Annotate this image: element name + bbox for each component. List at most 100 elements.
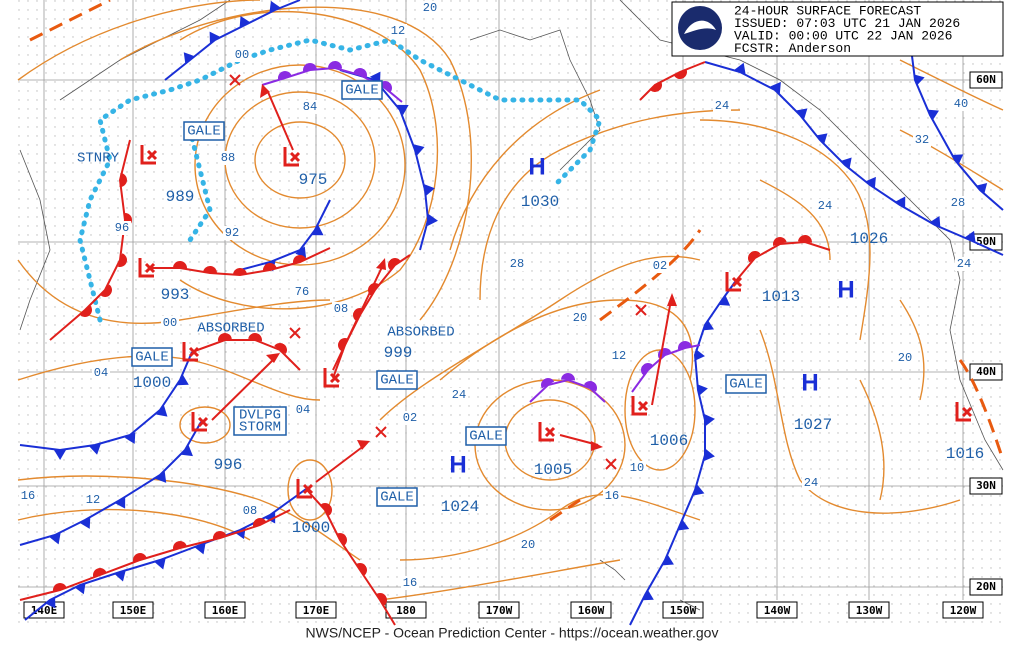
isobar-label-bg [161, 316, 179, 330]
lon-label: 170W [486, 604, 513, 617]
isobar-label-bg [610, 349, 628, 363]
isobar-label-bg [816, 199, 834, 213]
lon-label-box [295, 601, 337, 619]
gale-label: GALE [729, 377, 763, 393]
isobar-label-bg [19, 489, 37, 503]
lon-label-box [942, 601, 984, 619]
storm-label: DVLPG [239, 408, 281, 424]
isobar-label-bg [571, 311, 589, 325]
lon-label: 150W [670, 604, 697, 617]
isobar-label: 02 [403, 411, 417, 425]
lat-label: 60N [976, 73, 996, 86]
isobar-label: 96 [115, 221, 129, 235]
isobar-label: 16 [605, 489, 619, 503]
isobar-label: 20 [898, 351, 912, 365]
note: STNRY [77, 151, 120, 167]
low-symbol [955, 402, 973, 422]
lat-label-box [969, 477, 1003, 495]
isobar-label: 16 [21, 489, 35, 503]
isobar-label-bg [955, 257, 973, 271]
high-pressure: 1026 [850, 230, 888, 248]
lon-label-box [478, 601, 520, 619]
isobar-label-bg [450, 388, 468, 402]
isobar-label-bg [293, 285, 311, 299]
isobar-label: 24 [957, 257, 971, 271]
isobar-label-bg [401, 411, 419, 425]
low-pressure: 999 [384, 344, 413, 362]
header-box [671, 1, 1004, 57]
low-pressure: 1016 [946, 445, 984, 463]
lat-label-box [969, 363, 1003, 381]
isobar-label-bg [219, 151, 237, 165]
isobar-label: 04 [296, 403, 310, 417]
isobar-label: 24 [452, 388, 466, 402]
isobar-label: 12 [612, 349, 626, 363]
high-pressure: 1027 [794, 416, 832, 434]
lon-label-box [848, 601, 890, 619]
lon-label: 170E [303, 604, 330, 617]
lon-label-box [756, 601, 798, 619]
gale-label: GALE [380, 490, 414, 506]
low-pressure: 1006 [650, 432, 688, 450]
high-pressure: 1024 [441, 498, 479, 516]
isobar-label: 20 [521, 538, 535, 552]
high-pressure: 1030 [521, 193, 559, 211]
header-line: 24-HOUR SURFACE FORECAST [734, 3, 921, 18]
isobar-label: 24 [804, 476, 818, 490]
high-symbol: H [528, 153, 545, 180]
low-symbols [138, 145, 973, 499]
lon-label-box [570, 601, 612, 619]
isobar-label-bg [949, 196, 967, 210]
isobar-label-bg [628, 461, 646, 475]
lat-label: 20N [976, 580, 996, 593]
isobar-label-bg [802, 476, 820, 490]
isobar-label-bg [84, 493, 102, 507]
isobar-label: 88 [221, 151, 235, 165]
high-symbol: H [449, 451, 466, 478]
isobar-label-bg [401, 576, 419, 590]
lon-label: 130W [856, 604, 883, 617]
note: ABSORBED [387, 325, 454, 341]
isobar-label: 28 [510, 257, 524, 271]
low-symbol [296, 479, 314, 499]
header-line: ISSUED: 07:03 UTC 21 JAN 2026 [734, 16, 960, 31]
isobar-label: 40 [954, 97, 968, 111]
lon-label: 180 [396, 604, 416, 617]
isobar-label-bg [713, 99, 731, 113]
isobar-label-bg [519, 538, 537, 552]
isobar-label: 02 [653, 259, 667, 273]
isobar-label-bg [508, 257, 526, 271]
low-symbol [323, 368, 341, 388]
lat-label: 40N [976, 365, 996, 378]
low-pressure: 993 [161, 286, 190, 304]
isobar-label-bg [113, 221, 131, 235]
isobar-label-bg [241, 504, 259, 518]
isobar-label: 24 [715, 99, 729, 113]
isobar-label: 28 [951, 196, 965, 210]
gale-box [376, 370, 418, 390]
low-symbol [138, 258, 156, 278]
gale-box [131, 347, 173, 367]
isobar-label: 76 [295, 285, 309, 299]
gale-box [341, 80, 383, 100]
lon-label-box [662, 601, 704, 619]
high-symbol: H [801, 369, 818, 396]
isobar-label: 10 [630, 461, 644, 475]
low-pressure: 989 [166, 188, 195, 206]
low-pressure: 996 [214, 456, 243, 474]
isobar-label-bg [389, 24, 407, 38]
storm-label: STORM [239, 420, 281, 436]
lat-label: 30N [976, 479, 996, 492]
low-symbol [283, 147, 301, 167]
isobar-label: 00 [163, 316, 177, 330]
low-symbol [631, 396, 649, 416]
low-symbol [538, 422, 556, 442]
low-pressure: 1013 [762, 288, 800, 306]
lon-label: 160W [578, 604, 605, 617]
isobar-label: 32 [915, 133, 929, 147]
isobar-label: 20 [573, 311, 587, 325]
isobar-label: 12 [86, 493, 100, 507]
gale-box [183, 121, 225, 141]
forecast-tracks [211, 74, 677, 483]
low-symbol [191, 412, 209, 432]
